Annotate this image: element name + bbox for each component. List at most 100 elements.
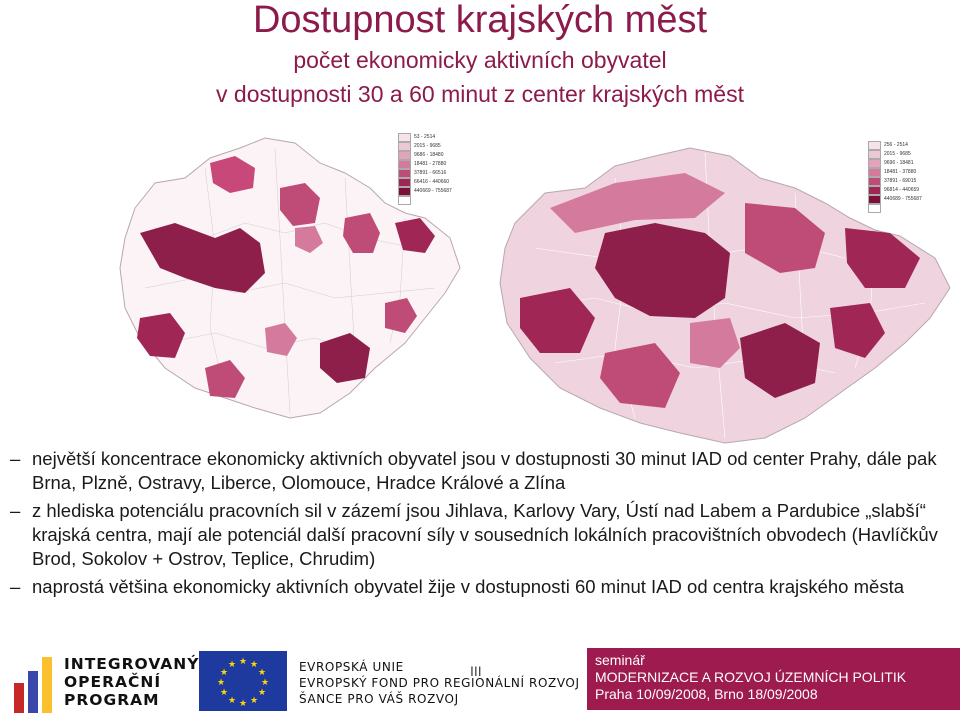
legend-swatch [398, 151, 411, 160]
legend-swatch [868, 186, 881, 195]
svg-text:★: ★ [239, 657, 247, 667]
legend-label: 440669 - 755687 [414, 188, 452, 194]
page-marker: III [470, 663, 482, 679]
region-praha-right [595, 223, 730, 318]
region-liberec-left [210, 156, 255, 193]
legend-swatch [398, 169, 411, 178]
region-ostrava-right [845, 228, 920, 288]
legend-swatch [868, 141, 881, 150]
legend-swatch [398, 187, 411, 196]
legend-label: 2015 - 9685 [414, 143, 441, 149]
bullet-item: – naprostá většina ekonomicky aktivních … [10, 575, 950, 599]
bullet-dash: – [10, 576, 21, 597]
region-south-right [600, 343, 680, 408]
legend-swatch [398, 142, 411, 151]
legend-left-row: 37891 - 66516 [398, 169, 452, 178]
region-north-right [550, 173, 725, 233]
map-60-minutes [499, 147, 951, 444]
map-30-minutes [119, 137, 461, 419]
legend-label: 66416 - 440660 [414, 179, 450, 185]
svg-text:★: ★ [220, 668, 228, 678]
legend-left-row: 2015 - 9685 [398, 142, 452, 151]
seminar-dates: Praha 10/09/2008, Brno 18/09/2008 [595, 686, 818, 702]
svg-text:★: ★ [228, 696, 236, 706]
legend-label: 37891 - 66516 [414, 170, 447, 176]
legend-left-row: 18481 - 27880 [398, 160, 452, 169]
iop-line: OPERAČNÍ [64, 673, 162, 691]
region-praha-left [140, 223, 265, 293]
legend-right-row: 256 - 2514 [868, 141, 922, 150]
legend-label: 9686 - 18480 [414, 152, 444, 158]
bullet-item: – největší koncentrace ekonomicky aktivn… [10, 447, 950, 495]
region-ostrava-left [395, 218, 435, 253]
eu-line: ŠANCE PRO VÁŠ ROZVOJ [299, 692, 459, 706]
region-jihlava-right [690, 318, 740, 368]
iop-logo-text: INTEGROVANÝ OPERAČNÍ PROGRAM [64, 655, 199, 709]
svg-text:★: ★ [258, 668, 266, 678]
legend-label: 9696 - 18481 [884, 160, 914, 166]
region-brno-right [740, 323, 820, 398]
legend-left: 53 - 2514 2015 - 9685 9686 - 18480 18481… [398, 133, 452, 205]
iop-line: INTEGROVANÝ [64, 655, 200, 673]
legend-left-row: 440669 - 755687 [398, 187, 452, 196]
legend-swatch [398, 160, 411, 169]
legend-right-row: 96814 - 440659 [868, 186, 922, 195]
seminar-title: MODERNIZACE A ROZVOJ ÚZEMNÍCH POLITIK [595, 669, 907, 685]
legend-label: 256 - 2514 [884, 142, 908, 148]
page-subtitle-line1: počet ekonomicky aktivních obyvatel [293, 47, 667, 73]
legend-swatch [868, 177, 881, 186]
legend-label: 440689 - 755687 [884, 196, 922, 202]
region-plzen-right [520, 288, 595, 353]
bullet-item: – z hlediska potenciálu pracovních sil v… [10, 499, 950, 571]
bullet-text: z hlediska potenciálu pracovních sil v z… [32, 500, 938, 569]
legend-right-row: 37891 - 69015 [868, 177, 922, 186]
legend-label: 96814 - 440659 [884, 187, 920, 193]
iop-logo-icon [14, 657, 52, 713]
iop-line: PROGRAM [64, 691, 160, 709]
czech-outline-left [119, 137, 461, 419]
legend-label: 2015 - 9685 [884, 151, 911, 157]
legend-left-row: 53 - 2514 [398, 133, 452, 142]
svg-text:★: ★ [258, 688, 266, 698]
region-olomouc-left [343, 213, 380, 253]
legend-swatch [398, 178, 411, 187]
bullet-list: – největší koncentrace ekonomicky aktivn… [10, 447, 950, 599]
bullet-text: naprostá většina ekonomicky aktivních ob… [32, 576, 904, 597]
eu-line: EVROPSKÝ FOND PRO REGIONÁLNÍ ROZVOJ [299, 676, 580, 690]
page-title: Dostupnost krajských měst [252, 0, 708, 41]
footer: INTEGROVANÝ OPERAČNÍ PROGRAM ★ ★ ★ ★ ★ ★… [0, 645, 960, 715]
legend-left-row: 9686 - 18480 [398, 151, 452, 160]
legend-swatch [398, 196, 411, 205]
seminar-box: seminář MODERNIZACE A ROZVOJ ÚZEMNÍCH PO… [587, 648, 960, 710]
legend-swatch [398, 133, 411, 142]
legend-right-row [868, 204, 922, 213]
svg-text:★: ★ [228, 660, 236, 670]
svg-text:★: ★ [220, 688, 228, 698]
legend-left-row: 66416 - 440660 [398, 178, 452, 187]
legend-swatch [868, 204, 881, 213]
bullet-dash: – [10, 500, 21, 521]
region-brno-left [320, 333, 370, 383]
legend-swatch [868, 195, 881, 204]
region-zlin-right [830, 303, 885, 358]
region-budejovice-left [205, 360, 245, 398]
eu-text: EVROPSKÁ UNIE EVROPSKÝ FOND PRO REGIONÁL… [299, 659, 580, 707]
legend-right-row: 440689 - 755687 [868, 195, 922, 204]
region-jihlava-left [265, 323, 297, 356]
region-plzen-left [137, 313, 185, 358]
region-east-right [745, 203, 825, 273]
legend-label: 18481 - 37880 [884, 169, 917, 175]
svg-text:★: ★ [250, 660, 258, 670]
legend-swatch [868, 150, 881, 159]
legend-label: 53 - 2514 [414, 134, 436, 140]
legend-left-row [398, 196, 452, 205]
legend-label: 18481 - 27880 [414, 161, 447, 167]
legend-label: 37891 - 69015 [884, 178, 917, 184]
bullet-dash: – [10, 448, 21, 469]
region-zlin-left [385, 298, 417, 333]
svg-text:★: ★ [217, 678, 225, 688]
svg-text:★: ★ [261, 678, 269, 688]
region-pardubice-left [295, 226, 323, 253]
legend-right-row: 9696 - 18481 [868, 159, 922, 168]
legend-swatch [868, 159, 881, 168]
